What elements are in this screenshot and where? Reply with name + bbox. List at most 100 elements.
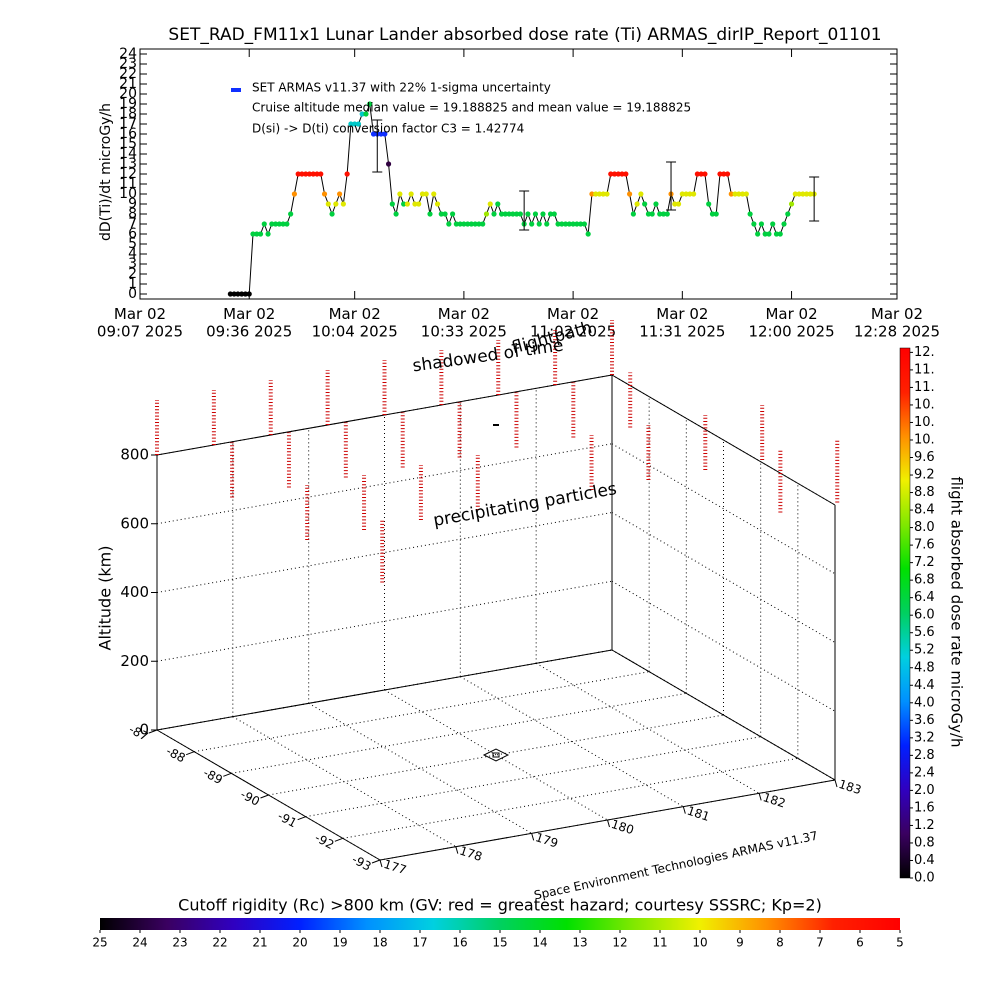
lon-tick-label: 177: [382, 857, 408, 877]
lat-tick: [148, 729, 158, 734]
data-point: [446, 221, 452, 227]
legend-label: SET ARMAS v11.37 with 22% 1-sigma uncert…: [252, 81, 551, 95]
colorbar-tick-label: 21: [252, 936, 267, 950]
data-point: [544, 221, 550, 227]
colorbar-label: flight absorbed dose rate microGy/h: [948, 476, 966, 747]
data-point: [340, 201, 346, 207]
data-point: [743, 191, 749, 197]
y-tick-label: 15: [119, 136, 137, 152]
data-point: [483, 211, 490, 217]
data-point: [593, 191, 599, 197]
colorbar-tick-label: 9: [736, 936, 744, 950]
z-tick-label: 800: [120, 446, 149, 464]
data-point: [555, 221, 561, 227]
data-point: [449, 211, 456, 217]
lat-tick: [334, 837, 344, 842]
y-tick-label: 20: [119, 86, 137, 102]
data-point: [807, 191, 813, 197]
axis-edge: [611, 374, 836, 506]
colorbar-tick-label: 2.8: [914, 748, 935, 763]
data-point: [359, 111, 365, 117]
data-point: [325, 201, 331, 207]
colorbar-tick-label: 25: [92, 936, 107, 950]
y-tick-label: 0: [128, 286, 137, 302]
data-point: [404, 201, 410, 207]
data-point: [461, 221, 467, 227]
y-tick-label: 2: [128, 266, 137, 282]
data-point: [675, 201, 682, 207]
data-point: [242, 291, 249, 297]
colorbar-tick-label: 16: [452, 936, 467, 950]
x-tick-label: Mar 02 10:33 2025: [421, 305, 507, 340]
data-point: [385, 161, 392, 167]
colorbar-tick-label: 2.0: [914, 783, 935, 798]
data-point: [510, 211, 516, 217]
grid-line: [156, 512, 613, 593]
y-tick-label: 5: [128, 236, 137, 252]
data-point: [468, 221, 475, 227]
z-tick-label: 600: [120, 514, 149, 532]
data-point: [235, 291, 241, 297]
data-point: [634, 201, 640, 207]
grid-line: [156, 443, 613, 525]
colorbar-tick-label: 15: [492, 936, 507, 950]
data-point: [412, 201, 418, 207]
data-point: [747, 211, 753, 217]
error-bar: [372, 119, 383, 173]
data-point: [721, 171, 727, 177]
lon-tick: [682, 806, 686, 814]
data-point: [261, 221, 267, 227]
z-axis-label: Altitude (km): [96, 546, 115, 651]
colorbar-tick-label: 10.: [914, 415, 935, 430]
data-point: [762, 231, 768, 237]
data-point: [397, 191, 403, 197]
colorbar-tick-label: 8: [776, 936, 784, 950]
data-point: [276, 221, 282, 227]
colorbar-tick-label: 6.0: [914, 608, 935, 623]
z-tick-label: 200: [120, 652, 149, 670]
colorbar-tick-label: 7.2: [914, 555, 935, 570]
colorbar-tick-label: 8.8: [914, 485, 935, 500]
data-point: [299, 171, 305, 177]
data-point: [329, 211, 335, 217]
data-point: [517, 211, 523, 217]
y-tick-label: 6: [128, 226, 137, 242]
data-point: [502, 211, 508, 217]
colorbar-tick-label: 10.: [914, 432, 935, 447]
data-point: [491, 211, 497, 217]
data-point: [442, 211, 448, 217]
grid-line: [231, 692, 687, 774]
error-bar: [519, 190, 530, 231]
data-point: [664, 211, 670, 217]
colorbar-tick-label: 13: [572, 936, 587, 950]
data-point: [589, 191, 595, 197]
data-point: [295, 171, 301, 177]
data-point: [337, 191, 343, 197]
colorbar-tick-label: 8.4: [914, 503, 935, 518]
axis-edge: [156, 649, 613, 731]
data-point: [709, 211, 716, 217]
colorbar-tick-label: 24: [132, 936, 147, 950]
data-point: [638, 191, 644, 197]
lat-tick: [223, 772, 232, 777]
lon-tick: [758, 793, 762, 801]
data-point: [457, 221, 463, 227]
colorbar-tick-label: 5: [896, 936, 904, 950]
colorbar-tick-label: 12: [612, 936, 627, 950]
lon-tick: [531, 833, 535, 841]
data-point: [608, 171, 614, 177]
data-point: [724, 171, 731, 177]
data-point: [773, 231, 780, 237]
data-point: [355, 121, 362, 127]
data-point: [506, 211, 512, 217]
colorbar-tick-label: 0.0: [914, 871, 935, 886]
data-point: [687, 191, 693, 197]
data-point: [728, 191, 734, 197]
colorbar-tick-label: 17: [412, 936, 427, 950]
colorbar-tick-label: 18: [372, 936, 387, 950]
data-point: [547, 211, 554, 217]
colorbar-tick-label: 11: [652, 936, 667, 950]
colorbar-title: Cutoff rigidity (Rc) >800 km (GV: red = …: [178, 896, 822, 915]
